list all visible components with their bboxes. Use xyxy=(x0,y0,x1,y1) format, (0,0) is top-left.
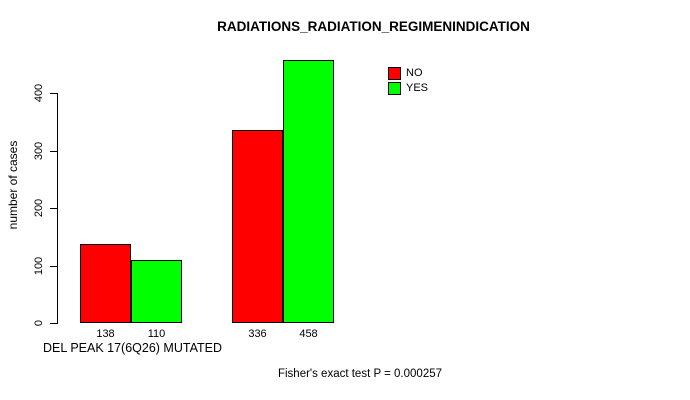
y-tick xyxy=(50,93,57,94)
x-axis-title: DEL PEAK 17(6Q26) MUTATED xyxy=(43,341,222,355)
bar-value-label: 458 xyxy=(299,328,318,340)
y-tick xyxy=(50,151,57,152)
bar-no xyxy=(232,130,283,323)
y-axis-line xyxy=(57,93,58,324)
legend-entry: NO xyxy=(388,66,428,81)
bar-no xyxy=(80,244,131,323)
stat-annotation: Fisher's exact test P = 0.000257 xyxy=(277,368,443,380)
y-tick xyxy=(50,323,57,324)
y-tick xyxy=(50,208,57,209)
y-tick-label: 100 xyxy=(33,256,45,276)
bar-value-label: 110 xyxy=(147,328,166,340)
bar-yes xyxy=(131,260,182,323)
y-tick-label: 400 xyxy=(33,83,45,103)
legend-entry: YES xyxy=(388,81,428,96)
y-tick-label: 300 xyxy=(33,141,45,161)
legend-swatch xyxy=(388,67,401,80)
bar-value-label: 336 xyxy=(248,328,267,340)
bar-value-label: 138 xyxy=(96,328,115,340)
y-tick-label: 0 xyxy=(33,319,45,327)
bar-yes xyxy=(283,60,334,323)
y-tick-label: 200 xyxy=(33,198,45,218)
legend: NO YES xyxy=(388,66,428,96)
legend-label: YES xyxy=(406,82,429,94)
chart-title: RADIATIONS_RADIATION_REGIMENINDICATION xyxy=(217,19,530,34)
legend-label: NO xyxy=(406,67,423,79)
y-tick xyxy=(50,266,57,267)
legend-swatch xyxy=(388,82,401,95)
